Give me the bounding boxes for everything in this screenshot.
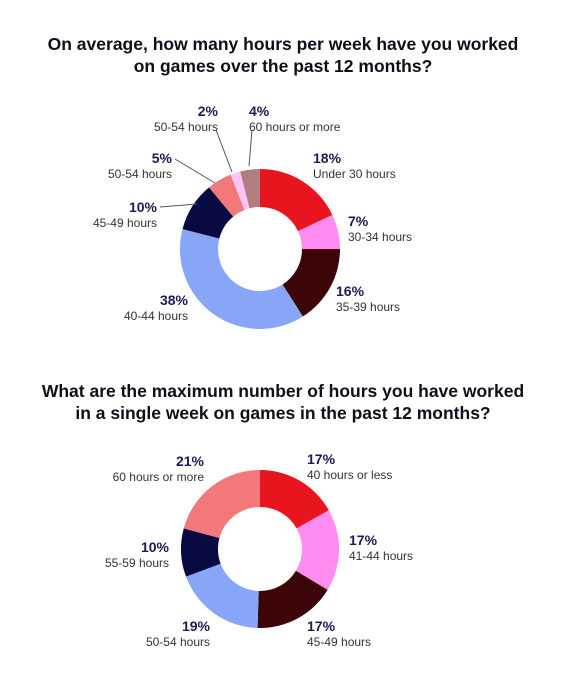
chart2-slice-3-percent: 17% [307, 618, 336, 634]
chart2-slice-4-percent: 19% [182, 618, 211, 634]
chart1-slice-4-label: 40-44 hours [124, 309, 188, 323]
chart1-slice-1-percent: 18% [313, 150, 342, 166]
chart1-slice-7 [230, 171, 250, 210]
chart1-slice-8 [240, 169, 260, 209]
chart2-slice-2-percent: 17% [349, 532, 378, 548]
chart2-slice-3-label: 45-49 hours [307, 635, 371, 649]
chart2-slice-4-label: 50-54 hours [146, 635, 210, 649]
chart2-title-line2: in a single week on games in the past 12… [75, 403, 491, 423]
chart2-slice-3 [257, 570, 328, 628]
chart1-slice-3 [282, 249, 340, 317]
chart1-slice-2 [298, 214, 340, 249]
chart1-leader-8 [248, 129, 253, 167]
chart1-slice-2-percent: 7% [348, 213, 369, 229]
chart1-title-line2: on games over the past 12 months? [133, 56, 433, 76]
chart2-slice-2-label: 41-44 hours [349, 549, 413, 563]
chart1-leader-7 [215, 129, 233, 173]
chart1-title-line1: On average, how many hours per week have… [47, 34, 519, 54]
chart2-title-line1: What are the maximum number of hours you… [41, 381, 525, 401]
chart1-slice-7-percent: 2% [198, 103, 219, 119]
chart2-slice-5-label: 55-59 hours [105, 556, 169, 570]
chart2-title: What are the maximum number of hours you… [0, 380, 566, 424]
chart2-slice-1-label: 40 hours or less [307, 468, 392, 482]
chart1-slice-1-label: Under 30 hours [313, 167, 396, 181]
chart1-slice-6-label: 50-54 hours [108, 167, 172, 181]
chart1-slice-2-label: 30-34 hours [348, 230, 412, 244]
chart1-leader-5 [159, 203, 198, 208]
chart1-slice-6 [209, 174, 245, 217]
chart1-slice-5 [182, 187, 234, 239]
chart1-slice-5-label: 45-49 hours [93, 216, 157, 230]
chart2-slice-2 [295, 510, 339, 590]
chart2-slice-5-percent: 10% [141, 539, 170, 555]
chart2-slice-1-percent: 17% [307, 451, 336, 467]
chart2-slice-6-percent: 21% [176, 453, 205, 469]
chart1-slice-3-percent: 16% [336, 283, 365, 299]
chart1-slice-8-label: 60 hours or more [249, 120, 341, 134]
chart1-slice-3-label: 35-39 hours [336, 300, 400, 314]
chart1-slice-5-percent: 10% [129, 199, 158, 215]
chart2-slice-5 [180, 528, 221, 577]
chart1-slice-1 [260, 169, 333, 232]
chart2-slice-1 [260, 470, 329, 529]
chart1-slice-8-percent: 4% [249, 103, 270, 119]
chart1-slice-7-label: 50-54 hours [154, 120, 218, 134]
chart2-slice-6-label: 60 hours or more [113, 470, 205, 484]
chart1-leader-6 [174, 158, 216, 184]
chart2-slice-4 [186, 563, 259, 628]
chart1-title: On average, how many hours per week have… [0, 33, 566, 77]
chart2-slice-6 [183, 470, 260, 539]
chart1-slice-6-percent: 5% [152, 150, 173, 166]
chart1-slice-4 [180, 229, 303, 329]
chart1-slice-4-percent: 38% [160, 292, 189, 308]
